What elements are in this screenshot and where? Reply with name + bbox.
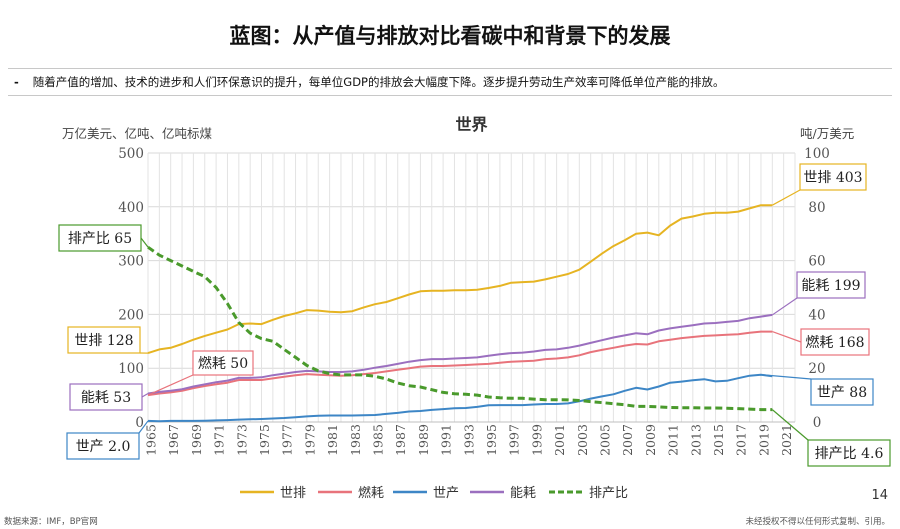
x-tick-label: 1983 bbox=[348, 424, 363, 456]
left-tick-label: 0 bbox=[135, 415, 144, 431]
x-tick-label: 2009 bbox=[643, 424, 658, 456]
callout-label: 排产比 65 bbox=[68, 231, 132, 247]
x-tick-label: 2003 bbox=[575, 424, 590, 456]
callout-box bbox=[67, 326, 141, 354]
callout-box bbox=[799, 163, 867, 191]
left-axis-label: 万亿美元、亿吨、亿吨标煤 bbox=[62, 126, 213, 141]
x-tick-label: 2007 bbox=[620, 424, 635, 456]
callout-leader bbox=[772, 189, 801, 206]
series-line bbox=[147, 313, 773, 395]
callout-box bbox=[810, 378, 874, 406]
left-tick-label: 500 bbox=[118, 146, 144, 162]
callout-box bbox=[807, 439, 891, 467]
callout-box bbox=[66, 432, 140, 460]
x-tick-label: 2001 bbox=[552, 424, 567, 456]
x-tick-label: 1995 bbox=[484, 424, 499, 456]
x-tick-label: 1977 bbox=[280, 424, 295, 456]
bullet-marker: - bbox=[14, 75, 19, 89]
right-tick-label: 0 bbox=[813, 415, 822, 431]
series-line bbox=[147, 245, 773, 412]
right-tick-label: 20 bbox=[808, 361, 825, 377]
x-tick-label: 1965 bbox=[144, 424, 159, 456]
callout-box bbox=[69, 383, 143, 411]
right-tick-label: 80 bbox=[808, 200, 825, 216]
x-tick-label: 1967 bbox=[166, 424, 181, 456]
x-tick-label: 2005 bbox=[598, 424, 613, 456]
callout-label: 燃耗 168 bbox=[805, 334, 864, 351]
x-tick-label: 1969 bbox=[189, 424, 204, 456]
x-tick-label: 1975 bbox=[257, 424, 272, 456]
callout-box bbox=[58, 224, 142, 252]
x-tick-label: 2015 bbox=[711, 424, 726, 456]
subtitle-divider bbox=[8, 95, 892, 96]
right-tick-label: 60 bbox=[808, 254, 825, 270]
left-tick-label: 200 bbox=[118, 307, 144, 323]
x-tick-label: 2021 bbox=[779, 424, 794, 456]
left-tick-label: 100 bbox=[118, 361, 144, 377]
callout-leader bbox=[760, 374, 812, 380]
x-tick-label: 1987 bbox=[393, 424, 408, 456]
callout-leader bbox=[771, 297, 798, 316]
series-line bbox=[147, 204, 773, 355]
series-line bbox=[147, 373, 773, 423]
x-tick-label: 1981 bbox=[325, 424, 340, 456]
legend-label: 世产 bbox=[433, 486, 459, 501]
x-tick-label: 1991 bbox=[439, 424, 454, 456]
x-tick-label: 1979 bbox=[302, 424, 317, 456]
callout-box bbox=[796, 271, 866, 299]
x-tick-label: 2019 bbox=[756, 424, 771, 456]
legend-label: 燃耗 bbox=[358, 485, 384, 501]
copyright-notice: 未经授权不得以任何形式复制、引用。 bbox=[745, 517, 890, 527]
series-line bbox=[147, 330, 773, 397]
chart-title: 世界 bbox=[455, 115, 487, 134]
callout-label: 燃耗 50 bbox=[198, 355, 248, 372]
callout-label: 排产比 4.6 bbox=[815, 446, 884, 462]
x-tick-label: 1997 bbox=[507, 424, 522, 456]
slide-subtitle: - 随着产值的增加、技术的进步和人们环保意识的提升，每单位GDP的排放会大幅度下降… bbox=[14, 74, 724, 90]
callout-label: 世排 128 bbox=[74, 333, 133, 349]
callout-leader bbox=[772, 331, 802, 343]
callout-box bbox=[192, 350, 254, 376]
callout-leader bbox=[138, 420, 149, 434]
callout-label: 能耗 199 bbox=[801, 278, 860, 294]
legend-label: 能耗 bbox=[510, 486, 536, 501]
callout-label: 能耗 53 bbox=[81, 390, 131, 406]
x-tick-label: 1989 bbox=[416, 424, 431, 456]
legend-label: 世排 bbox=[280, 486, 306, 501]
callout-leader bbox=[771, 409, 809, 441]
title-divider bbox=[8, 68, 892, 69]
callout-leader bbox=[140, 237, 149, 248]
slide-title: 蓝图：从产值与排放对比看碳中和背景下的发展 bbox=[229, 23, 671, 48]
data-source: 数据来源：IMF，BP官网 bbox=[4, 517, 98, 527]
legend-label: 排产比 bbox=[589, 486, 628, 501]
callout-label: 世排 403 bbox=[803, 170, 862, 186]
callout-box bbox=[800, 328, 870, 356]
x-tick-label: 2013 bbox=[688, 424, 703, 456]
right-axis-label: 吨/万美元 bbox=[800, 126, 854, 141]
x-tick-label: 1971 bbox=[212, 424, 227, 456]
callout-label: 世产 88 bbox=[817, 385, 867, 401]
page-number: 14 bbox=[871, 488, 888, 503]
x-tick-label: 1985 bbox=[371, 424, 386, 456]
callout-leader bbox=[141, 392, 149, 398]
right-tick-label: 100 bbox=[804, 146, 830, 162]
callout-label: 世产 2.0 bbox=[76, 439, 131, 455]
x-tick-label: 2011 bbox=[666, 424, 681, 456]
x-tick-label: 1999 bbox=[529, 424, 544, 456]
x-tick-label: 1993 bbox=[461, 424, 476, 456]
x-tick-label: 2017 bbox=[734, 424, 749, 456]
x-tick-label: 1973 bbox=[234, 424, 249, 456]
left-tick-label: 300 bbox=[118, 254, 144, 270]
left-tick-label: 400 bbox=[118, 200, 144, 216]
right-tick-label: 40 bbox=[808, 307, 825, 323]
callout-leader bbox=[147, 374, 194, 396]
subtitle-text: 随着产值的增加、技术的进步和人们环保意识的提升，每单位GDP的排放会大幅度下降。… bbox=[32, 75, 725, 89]
